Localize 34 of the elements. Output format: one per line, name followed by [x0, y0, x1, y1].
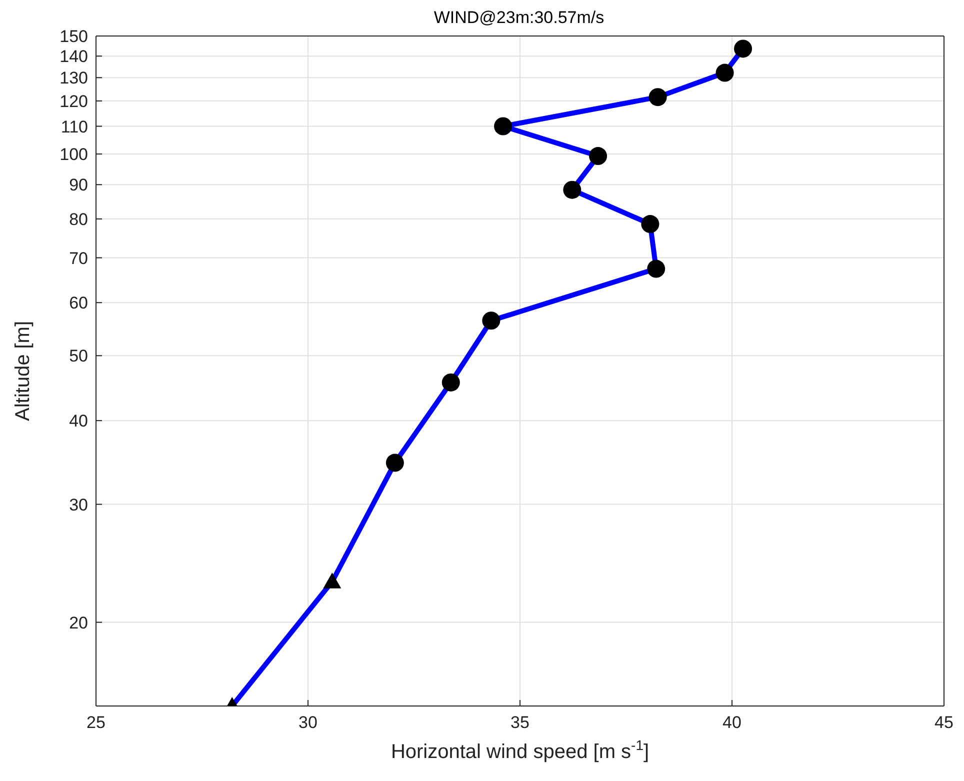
y-tick-label: 20: [69, 613, 88, 632]
x-axis-title: Horizontal wind speed [m s$^{-1}$]: [390, 737, 650, 763]
point: [494, 117, 512, 136]
x-tick-label: 40: [722, 713, 742, 732]
chart-title: WIND@23m:30.57m/s: [432, 8, 606, 28]
point: [482, 312, 500, 330]
point: [647, 260, 666, 278]
y-tick-label: 120: [60, 92, 88, 111]
y-tick-label: 50: [69, 346, 88, 366]
y-tick-label: 30: [69, 495, 88, 514]
point: [563, 180, 582, 199]
y-tick-label: 40: [69, 412, 88, 431]
y-tick-label: 130: [60, 68, 88, 88]
x-tick-label: 35: [510, 713, 530, 732]
x-tick-label: 30: [298, 713, 318, 732]
y-tick-label: 140: [60, 47, 88, 66]
point: [734, 40, 752, 58]
point: [442, 373, 460, 392]
point: [641, 215, 660, 234]
y-tick-label: 90: [69, 176, 88, 195]
x-tick-label: 25: [86, 713, 106, 732]
point: [589, 147, 608, 166]
point: [648, 88, 667, 106]
y-tick-label: 110: [60, 117, 88, 136]
y-tick-label: 60: [69, 294, 88, 313]
y-tick-label: 100: [60, 145, 88, 164]
point: [323, 572, 342, 588]
y-tick-label: 150: [60, 27, 88, 46]
point: [386, 454, 404, 472]
y-tick-label: 80: [69, 210, 88, 229]
y-tick-label: 70: [69, 248, 88, 268]
point: [716, 64, 734, 82]
y-axis-title: Altitude [m]: [12, 320, 34, 422]
x-tick-label: 45: [934, 713, 954, 732]
